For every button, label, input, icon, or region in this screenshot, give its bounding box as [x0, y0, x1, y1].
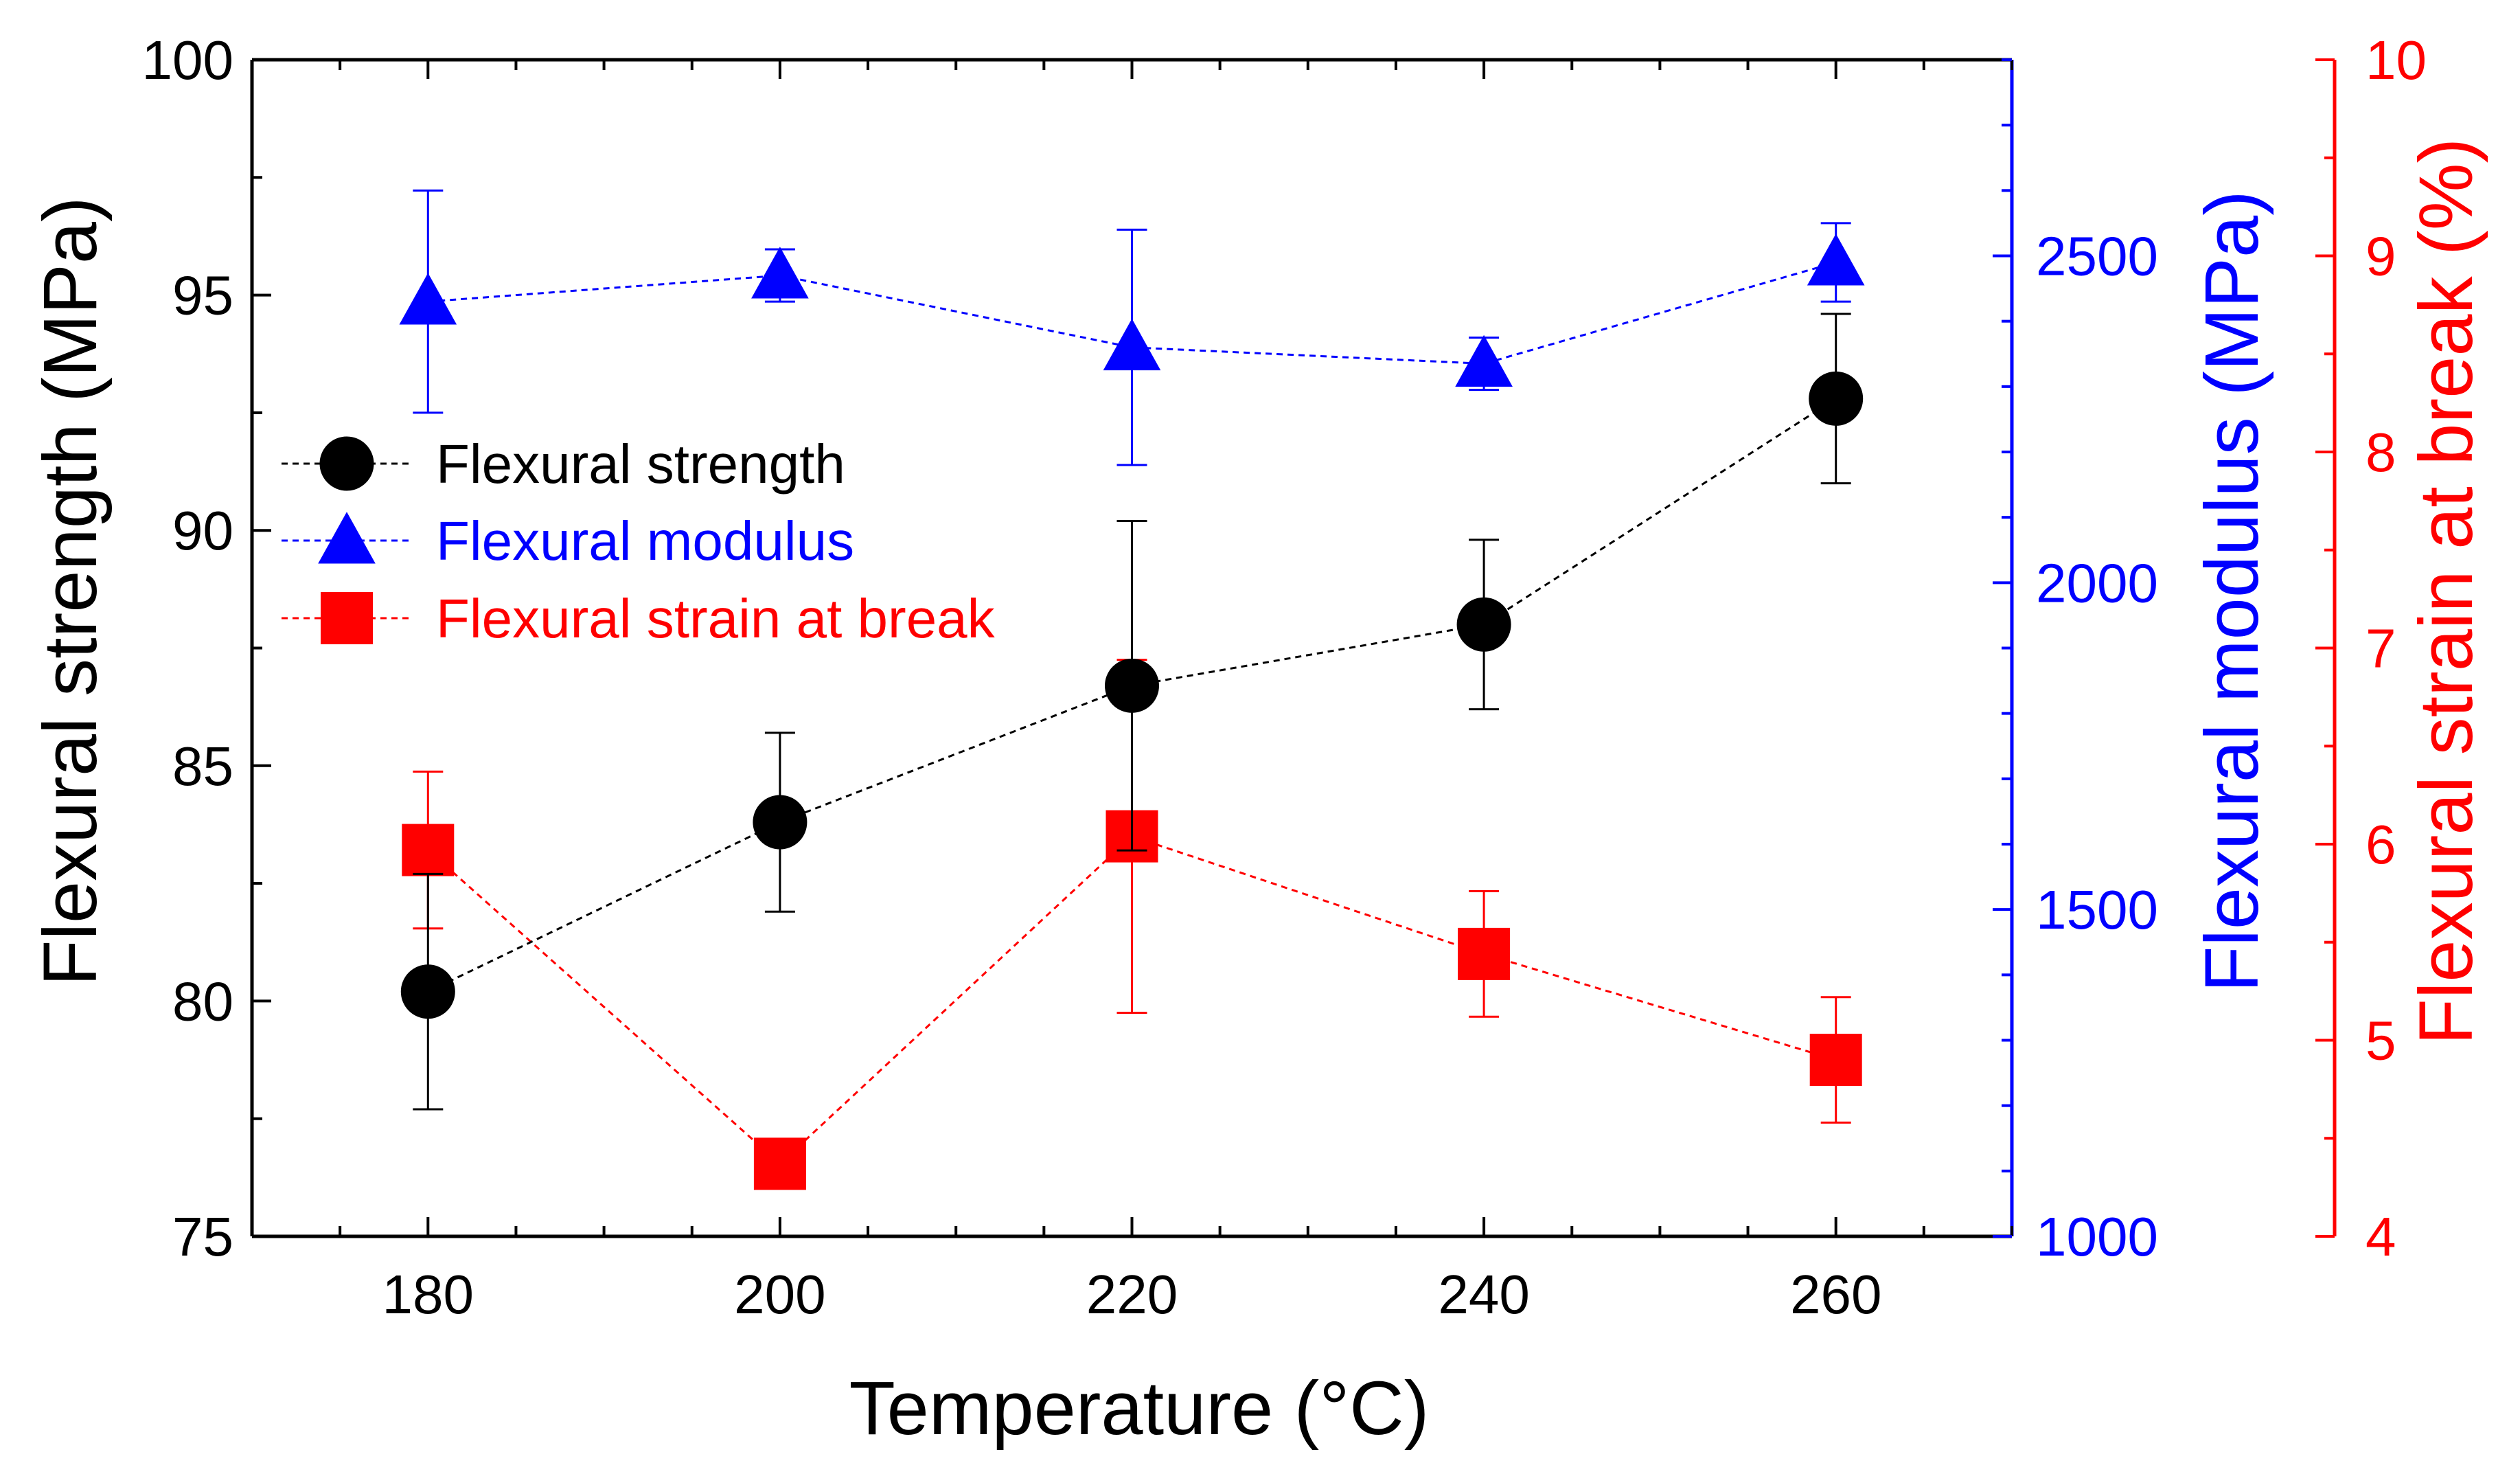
data-point — [402, 824, 455, 876]
data-point — [1103, 318, 1161, 371]
legend-label: Flexural modulus — [436, 510, 854, 571]
left-tick-label: 85 — [172, 736, 233, 797]
right2-axis-label: Flexural strain at break (%) — [2404, 138, 2488, 1045]
data-point — [753, 1137, 806, 1190]
series-line — [427, 398, 1837, 993]
legend-label: Flexural strain at break — [436, 588, 996, 649]
right2-tick-label: 8 — [2366, 422, 2396, 483]
x-tick-label: 180 — [382, 1264, 474, 1325]
data-point — [1456, 597, 1511, 652]
left-tick-label: 75 — [172, 1206, 233, 1267]
left-tick-label: 95 — [172, 265, 233, 326]
right2-tick-label: 10 — [2366, 30, 2427, 91]
data-point — [1458, 927, 1511, 980]
right2-tick-label: 9 — [2366, 226, 2396, 287]
data-point — [1809, 1034, 1862, 1087]
left-tick-label: 80 — [172, 971, 233, 1032]
series-triangle — [399, 189, 1865, 466]
data-series — [399, 189, 1865, 1190]
axis-ticks: 180 200 220 240 2607580859095100100015002000… — [142, 30, 2427, 1325]
x-axis-label: Temperature (°C) — [849, 1366, 1430, 1451]
legend-marker — [318, 512, 376, 564]
right2-tick-label: 6 — [2366, 814, 2396, 875]
right1-tick-label: 1500 — [2036, 879, 2158, 940]
data-point — [1807, 234, 1865, 286]
right1-axis-label: Flexural modulus (MPa) — [2190, 190, 2274, 993]
data-point — [400, 964, 455, 1019]
x-tick-label: 200 — [734, 1264, 825, 1325]
legend-marker — [319, 436, 374, 491]
legend-marker — [321, 592, 373, 644]
x-tick-label: 260 — [1790, 1264, 1881, 1325]
data-point — [1455, 335, 1513, 387]
right1-tick-label: 1000 — [2036, 1206, 2158, 1267]
data-point — [753, 795, 807, 850]
data-point — [1105, 658, 1159, 713]
right2-tick-label: 5 — [2366, 1010, 2396, 1072]
legend: Flexural strength Flexural modulus Flexura… — [282, 433, 996, 649]
right2-tick-label: 4 — [2366, 1206, 2396, 1267]
left-tick-label: 100 — [142, 30, 233, 91]
data-point — [751, 247, 809, 299]
right1-tick-label: 2000 — [2036, 552, 2158, 613]
right1-tick-label: 2500 — [2036, 226, 2158, 287]
series-square — [402, 659, 1862, 1190]
left-tick-label: 90 — [172, 500, 233, 561]
series-circle — [400, 313, 1864, 1111]
legend-label: Flexural strength — [436, 433, 845, 495]
data-point — [1809, 371, 1864, 426]
left-axis-label: Flexural strength (MPa) — [28, 196, 113, 986]
data-point — [399, 273, 457, 325]
right2-tick-label: 7 — [2366, 618, 2396, 679]
x-tick-label: 220 — [1086, 1264, 1178, 1325]
x-tick-label: 240 — [1438, 1264, 1529, 1325]
series-line — [428, 261, 1837, 365]
